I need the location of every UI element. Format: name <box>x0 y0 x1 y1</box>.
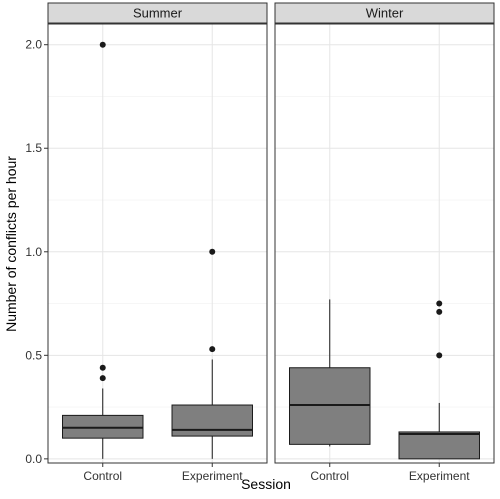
outlier-point <box>99 375 106 382</box>
box-control <box>289 299 371 447</box>
box-control <box>62 41 144 459</box>
outlier-point <box>209 248 216 255</box>
panel-summer: Summer Control Experiment <box>47 2 268 483</box>
y-axis: 0.0 0.5 1.0 1.5 2.0 <box>25 38 48 466</box>
strip-label: Summer <box>133 6 183 21</box>
x-axis-title: Session <box>241 476 291 492</box>
y-tick-label: 0.0 <box>25 452 42 466</box>
strip-header <box>274 2 495 24</box>
panel-border <box>47 23 268 464</box>
outlier-point <box>209 346 216 353</box>
y-axis-title: Number of conflicts per hour <box>3 156 19 332</box>
plot-background <box>48 24 267 463</box>
outlier-point <box>99 41 106 48</box>
x-tick-label: Control <box>83 469 122 483</box>
box-body <box>171 404 253 437</box>
y-tick-label: 2.0 <box>25 38 42 52</box>
y-tick-label: 0.5 <box>25 348 42 362</box>
x-tick-label: Control <box>310 469 349 483</box>
strip-label: Winter <box>366 6 404 21</box>
outlier-point <box>436 308 443 315</box>
box-body <box>62 414 144 439</box>
panel-winter: Winter Control Experiment <box>274 2 495 483</box>
panel-border <box>274 23 495 464</box>
x-tick-label: Experiment <box>182 469 243 483</box>
panels-layer: Summer Control Experiment Winter Control Expe… <box>47 2 495 483</box>
box-experiment <box>398 300 480 460</box>
box-body <box>289 367 371 445</box>
outlier-point <box>99 364 106 371</box>
box-experiment <box>171 248 253 459</box>
y-tick-label: 1.5 <box>25 141 42 155</box>
strip-header <box>47 2 268 24</box>
x-tick-label: Experiment <box>409 469 470 483</box>
outlier-point <box>436 300 443 307</box>
box-body <box>398 431 480 460</box>
y-tick-label: 1.0 <box>25 245 42 259</box>
outlier-point <box>436 352 443 359</box>
